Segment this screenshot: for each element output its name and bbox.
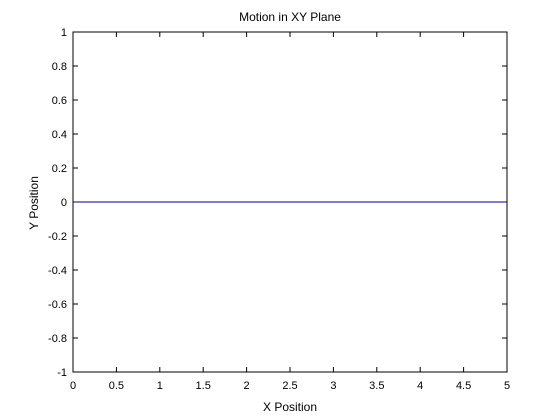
x-tick-label: 1 [157, 380, 163, 392]
y-tick-label: -0.8 [48, 333, 67, 345]
y-tick-label: -0.4 [48, 265, 67, 277]
y-tick-label: 1 [61, 27, 67, 39]
x-tick-label: 4 [417, 380, 423, 392]
y-tick-label: 0.6 [52, 95, 67, 107]
x-tick-label: 2 [244, 380, 250, 392]
y-axis-label: Y Position [27, 176, 41, 230]
x-tick-label: 3.5 [369, 380, 384, 392]
x-tick-label: 5 [504, 380, 510, 392]
y-axis: -1 -0.8 -0.6 -0.4 -0.2 0 0.2 0.4 0.6 0.8 1 [48, 27, 507, 379]
x-tick-label: 0 [70, 380, 76, 392]
chart-title: Motion in XY Plane [239, 10, 341, 24]
x-axis: 0 0.5 1 1.5 2 2.5 3 3.5 4 4.5 5 [70, 32, 510, 392]
x-tick-label: 2.5 [282, 380, 297, 392]
x-axis-label: X Position [263, 400, 317, 414]
x-tick-label: 0.5 [109, 380, 124, 392]
y-tick-label: 0.2 [52, 163, 67, 175]
y-tick-label: 0 [61, 197, 67, 209]
y-tick-label: -0.2 [48, 231, 67, 243]
y-tick-label: 0.8 [52, 61, 67, 73]
y-tick-label: -1 [57, 367, 67, 379]
x-tick-label: 3 [330, 380, 336, 392]
y-tick-label: -0.6 [48, 299, 67, 311]
x-tick-label: 1.5 [196, 380, 211, 392]
x-tick-label: 4.5 [456, 380, 471, 392]
y-tick-label: 0.4 [52, 129, 67, 141]
